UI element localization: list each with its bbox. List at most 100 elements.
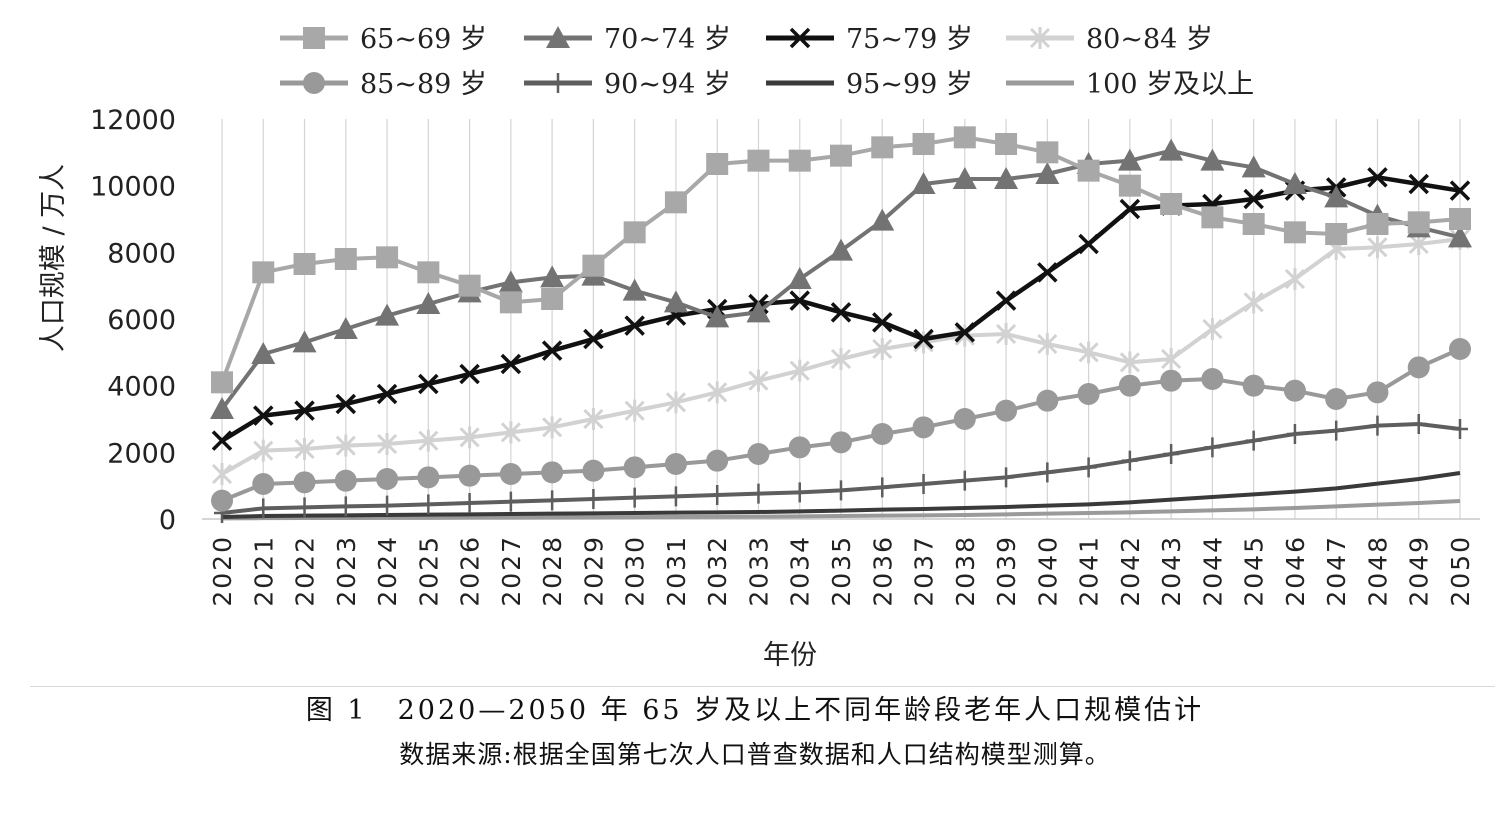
data-point	[871, 136, 894, 159]
data-point	[582, 254, 605, 277]
data-point	[583, 408, 604, 430]
legend-item: 65~69 岁	[280, 24, 487, 55]
y-axis: 0 2000 4000 6000 8000 10000 12000	[90, 105, 176, 536]
y-axis-label: 人口规模 / 万人	[38, 164, 69, 352]
data-point	[1243, 188, 1264, 210]
x-tick-label: 2039	[992, 535, 1021, 607]
legend-marker	[789, 27, 811, 49]
data-point	[1282, 172, 1307, 194]
data-point	[544, 490, 561, 511]
data-point	[418, 429, 439, 452]
data-point	[663, 290, 688, 313]
data-point	[953, 126, 976, 149]
x-tick-label: 2027	[497, 535, 526, 607]
data-point	[540, 265, 565, 288]
data-point	[1449, 208, 1471, 230]
data-point	[1036, 141, 1059, 164]
data-point	[1119, 198, 1141, 220]
chart-series	[210, 126, 1472, 523]
series-5	[214, 414, 1468, 523]
line-chart: 65~69 岁 70~74 岁 75~79 岁 80~84 岁 85~89 岁 90~94…	[38, 24, 1480, 671]
x-tick-label: 2038	[951, 535, 980, 607]
x-tick-label: 2030	[621, 535, 650, 607]
data-point	[789, 359, 810, 382]
data-point	[874, 477, 891, 498]
data-point	[1160, 193, 1183, 215]
data-point	[1407, 356, 1430, 379]
data-point	[498, 270, 523, 293]
data-point	[1283, 221, 1306, 244]
data-point	[377, 433, 398, 455]
x-tick-label: 2046	[1281, 535, 1310, 607]
legend-marker	[303, 27, 325, 49]
data-point	[418, 373, 439, 395]
legend-label: 80~84 岁	[1086, 24, 1213, 55]
legend-marker	[1029, 27, 1051, 49]
x-tick-label: 2032	[703, 535, 732, 607]
legend-label: 70~74 岁	[604, 24, 731, 55]
legend-item: 95~99 岁	[766, 69, 973, 100]
legend-item: 75~79 岁	[766, 24, 973, 55]
data-point	[829, 238, 853, 261]
x-tick-label: 2024	[373, 535, 402, 607]
x-tick-label: 2037	[910, 535, 939, 607]
legend-item: 90~94 岁	[524, 69, 731, 100]
data-point	[500, 421, 521, 444]
data-point	[1204, 437, 1221, 458]
data-point	[1325, 388, 1348, 410]
data-point	[1284, 268, 1305, 290]
data-point	[294, 400, 315, 421]
data-point	[541, 340, 563, 361]
data-point	[665, 391, 686, 414]
data-point	[542, 416, 563, 439]
data-point	[830, 431, 852, 454]
data-point	[833, 480, 849, 501]
figure-caption: 图 1 2020—2050 年 65 岁及以上不同年龄段老年人口规模估计	[305, 695, 1205, 726]
data-point	[375, 303, 400, 326]
data-point	[789, 290, 810, 311]
data-point	[1369, 415, 1386, 436]
data-point	[1039, 462, 1056, 483]
data-point	[952, 167, 977, 189]
data-point	[1037, 262, 1058, 283]
data-point	[333, 317, 358, 339]
x-tick-label: 2029	[579, 535, 608, 607]
x-axis-label: 年份	[763, 640, 817, 671]
legend-label: 85~89 岁	[360, 69, 487, 100]
data-point	[915, 474, 932, 494]
data-point	[296, 497, 313, 518]
legend-label: 65~69 岁	[360, 24, 487, 55]
x-tick-label: 2028	[538, 535, 567, 607]
x-tick-label: 2034	[786, 535, 815, 607]
data-point	[788, 149, 811, 172]
x-tick-label: 2026	[456, 535, 485, 607]
legend-label: 100 岁及以上	[1086, 69, 1254, 100]
series-7	[221, 499, 1461, 521]
data-point	[502, 491, 519, 512]
data-point	[294, 438, 315, 460]
legend-item: 85~89 岁	[280, 69, 487, 100]
data-point	[459, 363, 480, 385]
data-point	[417, 466, 440, 489]
data-point	[1117, 148, 1142, 171]
data-point	[709, 485, 726, 505]
data-point	[252, 473, 275, 495]
data-point	[956, 470, 973, 491]
data-point	[871, 423, 894, 445]
x-tick-label: 2022	[291, 535, 320, 607]
data-point	[337, 496, 354, 517]
data-point	[461, 493, 478, 513]
data-point	[1163, 444, 1180, 464]
x-tick-label: 2020	[208, 535, 237, 607]
data-point	[1286, 424, 1303, 444]
data-point	[706, 449, 729, 472]
data-point	[1328, 420, 1345, 441]
data-point	[251, 342, 276, 364]
data-point	[1161, 348, 1182, 370]
data-point	[416, 292, 441, 314]
data-point	[995, 399, 1018, 422]
x-axis: 2020 2021 2022 2023 2024 2025 2026 2027 2028 2029…	[208, 535, 1475, 607]
legend-label: 90~94 岁	[604, 69, 731, 100]
data-point	[830, 348, 852, 370]
x-tick-label: 2021	[249, 535, 278, 607]
